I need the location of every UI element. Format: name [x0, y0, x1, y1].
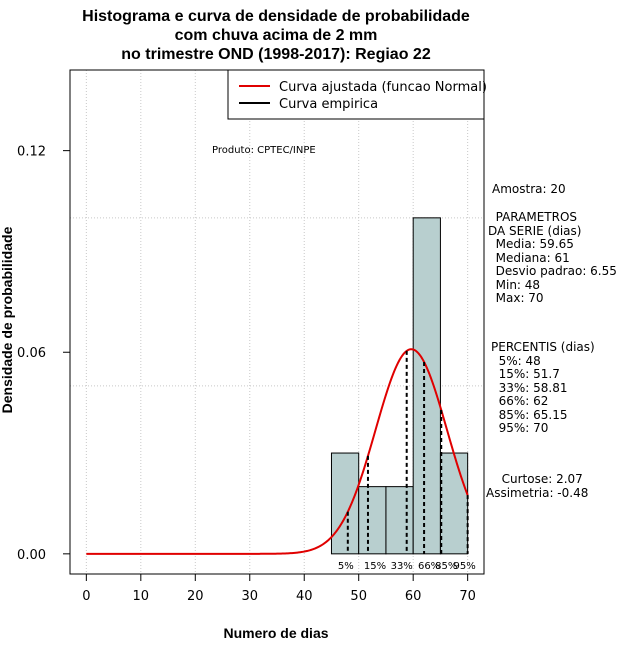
x-axis-label: Numero de dias	[223, 625, 328, 641]
x-tick-label: 60	[405, 589, 422, 604]
y-axis-label: Densidade de probabilidade	[0, 226, 15, 413]
x-tick-label: 10	[133, 589, 150, 604]
x-tick-label: 20	[187, 589, 204, 604]
y-tick-label: 0.12	[17, 145, 46, 160]
legend-label: Curva ajustada (funcao Normal)	[279, 80, 487, 95]
percentile-label: 5%	[338, 561, 354, 572]
product-annotation: Produto: CPTEC/INPE	[212, 145, 316, 156]
stat-parametros: PARAMETROS DA SERIE (dias) Media: 59.65 …	[488, 210, 617, 305]
x-tick-label: 70	[459, 589, 476, 604]
x-tick-label: 50	[350, 589, 367, 604]
histogram-bar	[358, 486, 387, 555]
normal-curve-line	[86, 348, 469, 555]
percentile-label: 33%	[391, 561, 413, 572]
stat-amostra: Amostra: 20	[492, 182, 566, 196]
histogram-bar	[412, 217, 441, 555]
stat-percentis: PERCENTIS (dias) 5%: 48 15%: 51.7 33%: 5…	[491, 340, 595, 435]
legend-box	[227, 69, 485, 120]
chart-title-line: Histograma e curva de densidade de proba…	[82, 8, 470, 25]
percentile-label: 66%	[418, 561, 440, 572]
x-tick-label: 40	[296, 589, 313, 604]
percentile-label: 15%	[364, 561, 386, 572]
x-tick-label: 0	[82, 589, 90, 604]
legend-label: Curva empirica	[279, 97, 378, 112]
chart-title-line: com chuva acima de 2 mm	[175, 27, 378, 44]
percentile-label: 85%	[435, 561, 457, 572]
chart-title-line: no trimestre OND (1998-2017): Regiao 22	[121, 46, 431, 63]
histogram-bar	[439, 452, 469, 555]
x-tick-label: 30	[241, 589, 258, 604]
y-tick-label: 0.00	[17, 548, 46, 563]
stat-assimetria: Assimetria: -0.48	[486, 486, 589, 500]
histogram-bar	[330, 452, 360, 555]
histogram-bar	[385, 486, 414, 555]
y-tick-label: 0.06	[17, 346, 46, 361]
stat-curtose: Curtose: 2.07	[494, 472, 583, 486]
percentile-label: 95%	[454, 561, 476, 572]
